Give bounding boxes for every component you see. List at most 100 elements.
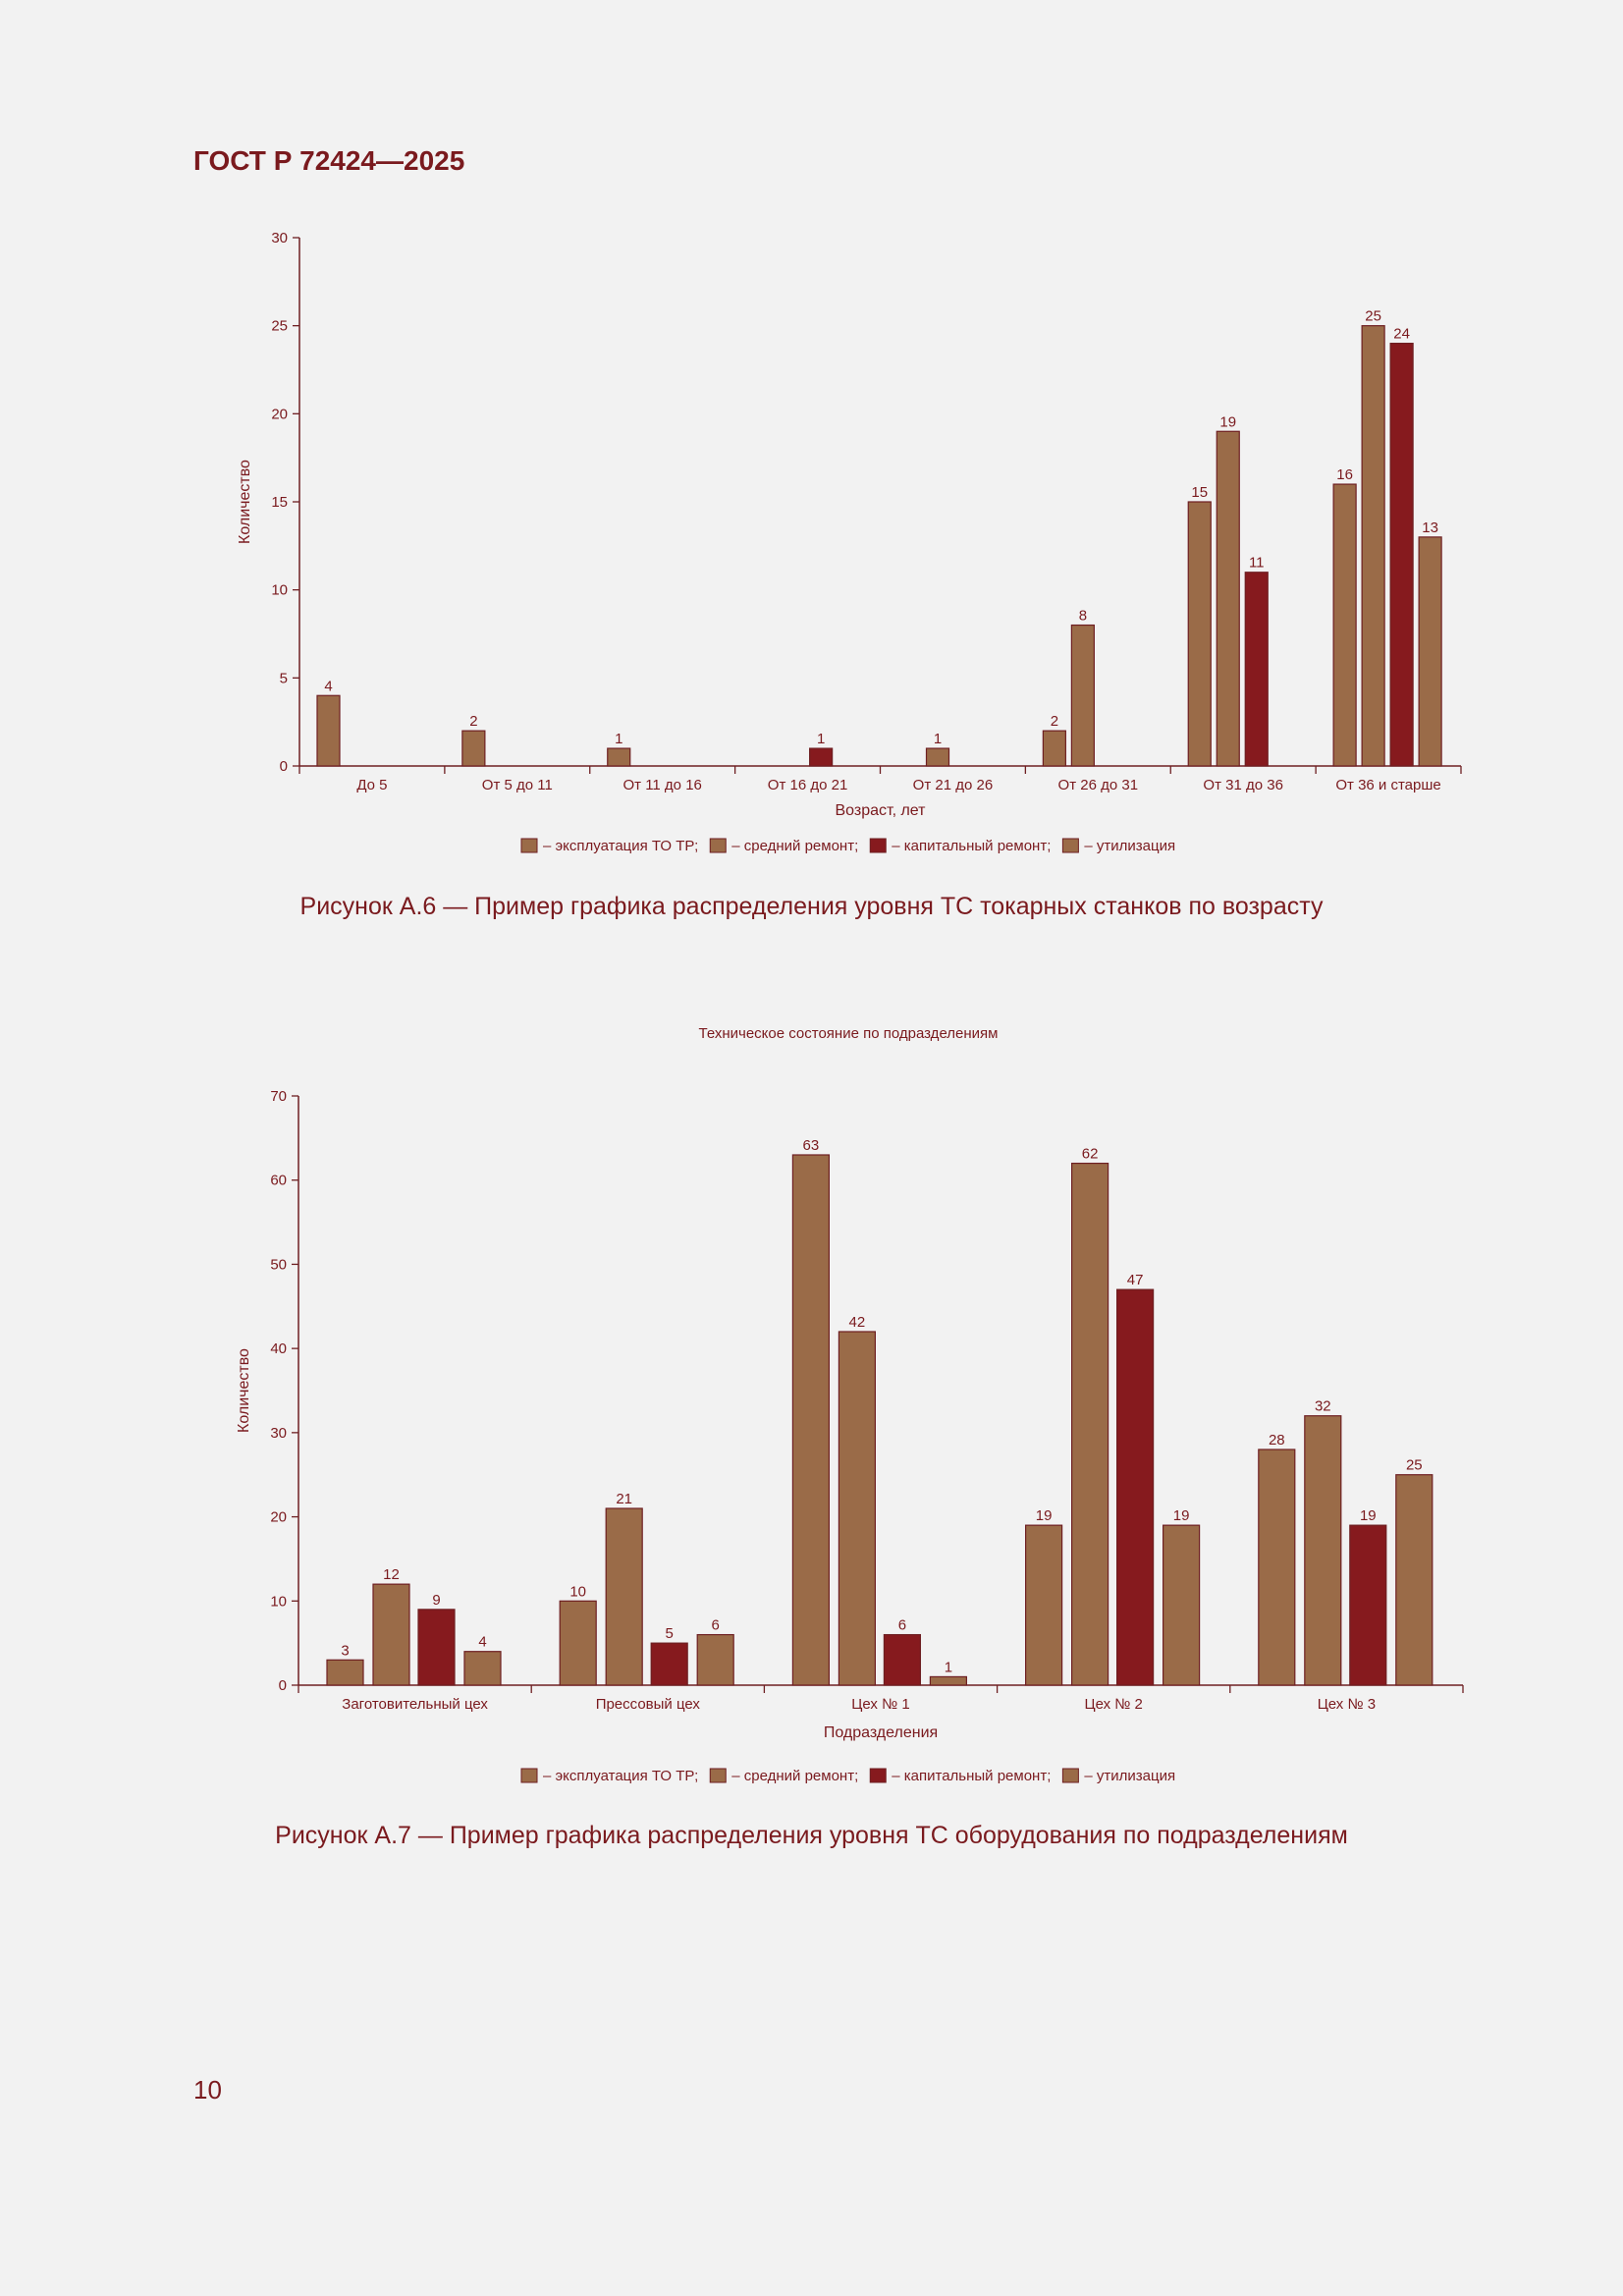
data-label: 10 <box>569 1583 586 1600</box>
legend-swatch <box>520 838 538 853</box>
bar <box>1187 501 1212 767</box>
data-label: 4 <box>324 678 332 694</box>
legend-label: – утилизация <box>1084 1768 1175 1784</box>
bar <box>1024 1524 1063 1686</box>
bar <box>605 1507 643 1686</box>
data-label: 1 <box>615 731 622 747</box>
bar <box>316 694 341 767</box>
data-label: 1 <box>945 1659 952 1675</box>
data-label: 16 <box>1336 466 1353 483</box>
x-tick-label: Цех № 1 <box>851 1696 909 1713</box>
x-tick-label: От 21 до 26 <box>913 777 994 793</box>
data-label: 42 <box>849 1314 866 1331</box>
data-label: 21 <box>616 1491 632 1507</box>
data-label: 9 <box>432 1592 440 1609</box>
x-tick-label: От 16 до 21 <box>768 777 848 793</box>
x-tick-label: От 11 до 16 <box>622 777 701 793</box>
x-axis-label: Возраст, лет <box>836 802 927 819</box>
bar <box>1418 536 1442 767</box>
legend-swatch <box>1061 1768 1079 1783</box>
legend-swatch <box>869 1768 887 1783</box>
chart-department-distribution: Техническое состояние по подразделениям 0… <box>236 1025 1464 1784</box>
y-axis-label: Количество <box>236 1348 252 1433</box>
y-tick-label: 5 <box>280 670 288 686</box>
bar <box>696 1633 734 1686</box>
document-header: ГОСТ Р 72424—2025 <box>193 145 465 176</box>
y-tick-label: 20 <box>270 1509 287 1526</box>
data-label: 28 <box>1269 1432 1285 1449</box>
x-axis-label: Подразделения <box>824 1724 938 1741</box>
bar <box>1304 1415 1342 1686</box>
data-label: 5 <box>666 1625 674 1642</box>
y-axis-label: Количество <box>237 460 253 544</box>
data-label: 1 <box>817 731 825 747</box>
y-tick-label: 0 <box>280 758 288 775</box>
legend-swatch <box>709 838 727 853</box>
legend: – эксплуатация ТО ТР; – средний ремонт; – … <box>520 838 1175 854</box>
chart-age-distribution: 0 5 10 15 20 25 30 До 5 От 5 до 11 От 11 до 16 От … <box>237 230 1462 854</box>
bar <box>461 730 486 767</box>
legend-label: – средний ремонт; <box>731 1768 858 1784</box>
page-number: 10 <box>193 2075 222 2105</box>
data-label: 6 <box>898 1617 906 1634</box>
y-tick-label: 10 <box>270 1593 287 1610</box>
bar <box>838 1331 877 1686</box>
bar <box>1216 430 1240 767</box>
bar <box>929 1675 968 1686</box>
bar <box>417 1609 456 1686</box>
x-tick-label: До 5 <box>356 777 387 793</box>
data-label: 2 <box>469 713 477 730</box>
data-label: 13 <box>1422 519 1438 536</box>
data-label: 25 <box>1406 1457 1423 1474</box>
x-tick-label: Заготовительный цех <box>342 1696 488 1713</box>
data-label: 15 <box>1191 484 1208 501</box>
y-tick-label: 25 <box>271 318 288 335</box>
bar <box>326 1659 364 1686</box>
data-label: 19 <box>1360 1507 1377 1524</box>
data-label: 12 <box>383 1566 400 1583</box>
legend-label: – средний ремонт; <box>731 838 858 854</box>
data-label: 19 <box>1219 413 1236 430</box>
legend-label: – эксплуатация ТО ТР; <box>543 1768 698 1784</box>
data-label: 2 <box>1051 713 1058 730</box>
data-label: 24 <box>1393 326 1410 343</box>
bar <box>1115 1288 1155 1686</box>
legend-label: – капитальный ремонт; <box>892 838 1051 854</box>
legend-label: – эксплуатация ТО ТР; <box>543 838 698 854</box>
x-tick-label: От 5 до 11 <box>482 777 553 793</box>
x-tick-label: От 31 до 36 <box>1203 777 1283 793</box>
x-tick-label: От 26 до 31 <box>1058 777 1139 793</box>
bar <box>372 1583 410 1686</box>
bar <box>1042 730 1066 767</box>
y-tick-label: 0 <box>279 1677 287 1694</box>
data-label: 32 <box>1315 1398 1331 1415</box>
bar <box>1258 1449 1296 1686</box>
figure-caption-a6: Рисунок А.6 — Пример графика распределен… <box>299 893 1324 920</box>
data-label: 6 <box>712 1617 720 1634</box>
x-tick-label: Цех № 3 <box>1318 1696 1376 1713</box>
bar <box>1349 1524 1387 1686</box>
y-tick-label: 60 <box>270 1173 287 1189</box>
bar <box>791 1154 831 1686</box>
x-tick-label: От 36 и старше <box>1335 777 1440 793</box>
bar <box>1332 483 1357 767</box>
data-label: 62 <box>1082 1146 1099 1163</box>
x-tick-label: Цех № 2 <box>1085 1696 1143 1713</box>
data-label: 8 <box>1079 608 1087 625</box>
legend: – эксплуатация ТО ТР; – средний ремонт; – … <box>520 1768 1175 1784</box>
bar <box>1070 624 1095 767</box>
bar <box>1162 1524 1201 1686</box>
bar <box>1244 572 1269 767</box>
data-label: 63 <box>803 1137 820 1154</box>
legend-swatch <box>1061 838 1079 853</box>
data-label: 3 <box>341 1642 349 1659</box>
data-label: 19 <box>1173 1507 1190 1524</box>
y-tick-label: 15 <box>271 494 288 511</box>
legend-swatch <box>869 838 887 853</box>
bar <box>1361 325 1385 767</box>
bar <box>1389 343 1414 767</box>
y-tick-label: 30 <box>271 230 288 246</box>
data-label: 25 <box>1365 308 1381 325</box>
bar <box>650 1642 688 1686</box>
legend-swatch <box>520 1768 538 1783</box>
